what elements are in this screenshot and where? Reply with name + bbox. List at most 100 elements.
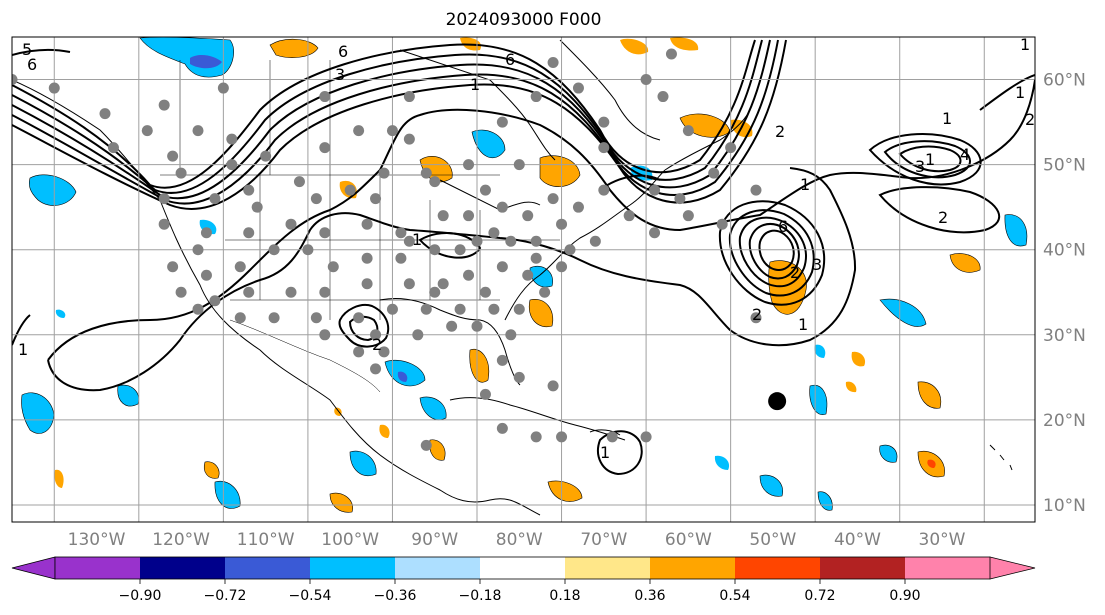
station-dot bbox=[319, 142, 331, 154]
station-dot bbox=[471, 320, 483, 332]
station-dot bbox=[437, 278, 449, 290]
contour-line bbox=[12, 314, 31, 346]
coastline bbox=[559, 39, 661, 141]
station-dot bbox=[370, 193, 382, 205]
station-dot bbox=[505, 235, 517, 247]
station-dot bbox=[708, 167, 720, 179]
fill-blob bbox=[809, 384, 828, 415]
station-dot bbox=[209, 193, 221, 205]
station-dot bbox=[572, 82, 584, 94]
longitude-label: 40°W bbox=[834, 530, 881, 550]
fill-blob bbox=[429, 439, 446, 461]
fill-blob bbox=[917, 381, 942, 409]
longitude-label: 90°W bbox=[411, 530, 458, 550]
station-dot bbox=[403, 91, 415, 103]
station-dot bbox=[522, 269, 534, 281]
station-dot bbox=[429, 286, 441, 298]
colorbar-label: 0.18 bbox=[549, 588, 580, 604]
contour-label: 1 bbox=[18, 340, 28, 359]
station-dot bbox=[243, 227, 255, 239]
latitude-label: 50°N bbox=[1043, 156, 1086, 176]
colorbar-swatch bbox=[480, 557, 566, 579]
station-dot bbox=[505, 329, 517, 341]
colorbar-extend-min bbox=[11, 556, 56, 580]
latitude-label: 10°N bbox=[1043, 496, 1086, 516]
colorbar-label: −0.72 bbox=[204, 588, 247, 604]
colorbar-swatch bbox=[395, 557, 481, 579]
station-dot bbox=[361, 278, 373, 290]
station-dot bbox=[446, 320, 458, 332]
contour-line bbox=[47, 79, 1035, 361]
station-dot bbox=[353, 346, 365, 358]
fill-blob bbox=[620, 38, 649, 55]
contour-label: 2 bbox=[1025, 110, 1035, 129]
station-dot bbox=[454, 244, 466, 256]
station-dot bbox=[361, 252, 373, 264]
contour-line bbox=[748, 223, 800, 280]
station-dot bbox=[649, 227, 661, 239]
station-dot bbox=[479, 184, 491, 196]
station-dot bbox=[260, 150, 272, 162]
station-dot bbox=[251, 201, 263, 213]
coastline bbox=[12, 79, 541, 516]
contour-line bbox=[597, 430, 643, 476]
station-dot bbox=[657, 91, 669, 103]
graticule bbox=[12, 37, 1035, 522]
coastline bbox=[664, 109, 751, 171]
latitude-label: 30°N bbox=[1043, 326, 1086, 346]
station-dot bbox=[454, 303, 466, 315]
station-dot bbox=[598, 116, 610, 128]
station-dot bbox=[192, 244, 204, 256]
contour-line bbox=[758, 229, 795, 271]
station-dot bbox=[310, 312, 322, 324]
coastline bbox=[504, 169, 666, 321]
station-dot bbox=[268, 244, 280, 256]
fill-blob bbox=[55, 309, 66, 318]
colorbar-swatch bbox=[820, 557, 906, 579]
station-dot bbox=[167, 150, 179, 162]
colorbar-label: 0.36 bbox=[634, 588, 665, 604]
longitude-label: 60°W bbox=[665, 530, 712, 550]
colorbar-swatch bbox=[225, 557, 311, 579]
longitude-label: 110°W bbox=[237, 530, 295, 550]
fill-blob bbox=[949, 253, 981, 273]
station-dot bbox=[420, 303, 432, 315]
station-dot bbox=[716, 218, 728, 230]
contour-label: 1 bbox=[470, 75, 480, 94]
station-dot bbox=[623, 210, 635, 222]
station-dot bbox=[437, 210, 449, 222]
station-dot bbox=[547, 193, 559, 205]
station-dot bbox=[403, 133, 415, 145]
station-dot bbox=[725, 142, 737, 154]
colorbar-label: 0.90 bbox=[889, 588, 920, 604]
contour-line bbox=[738, 216, 807, 288]
station-dot bbox=[471, 235, 483, 247]
fill-blob bbox=[269, 39, 319, 58]
station-dot bbox=[175, 167, 187, 179]
fill-blob bbox=[817, 491, 833, 511]
station-dot bbox=[513, 371, 525, 383]
station-dot bbox=[674, 193, 686, 205]
station-dot bbox=[268, 312, 280, 324]
station-dot bbox=[547, 380, 559, 392]
colorbar-swatch bbox=[565, 557, 651, 579]
contour-line bbox=[979, 74, 1035, 111]
contour-line bbox=[47, 167, 857, 392]
map-frame bbox=[11, 36, 1036, 523]
contour-line bbox=[12, 39, 763, 194]
fill-blob bbox=[528, 299, 554, 328]
contour-label: 1 bbox=[1020, 35, 1030, 54]
station-dot bbox=[556, 218, 568, 230]
contour-line bbox=[898, 145, 962, 173]
contour-line bbox=[878, 186, 1000, 234]
fill-blob bbox=[529, 266, 553, 288]
station-dot bbox=[496, 116, 508, 128]
station-dot bbox=[403, 235, 415, 247]
fill-blob bbox=[397, 371, 408, 382]
station-dot bbox=[319, 91, 331, 103]
fill-blob bbox=[28, 174, 77, 206]
station-dot bbox=[429, 176, 441, 188]
contour-label: 3 bbox=[915, 157, 925, 176]
station-markers bbox=[12, 48, 762, 451]
